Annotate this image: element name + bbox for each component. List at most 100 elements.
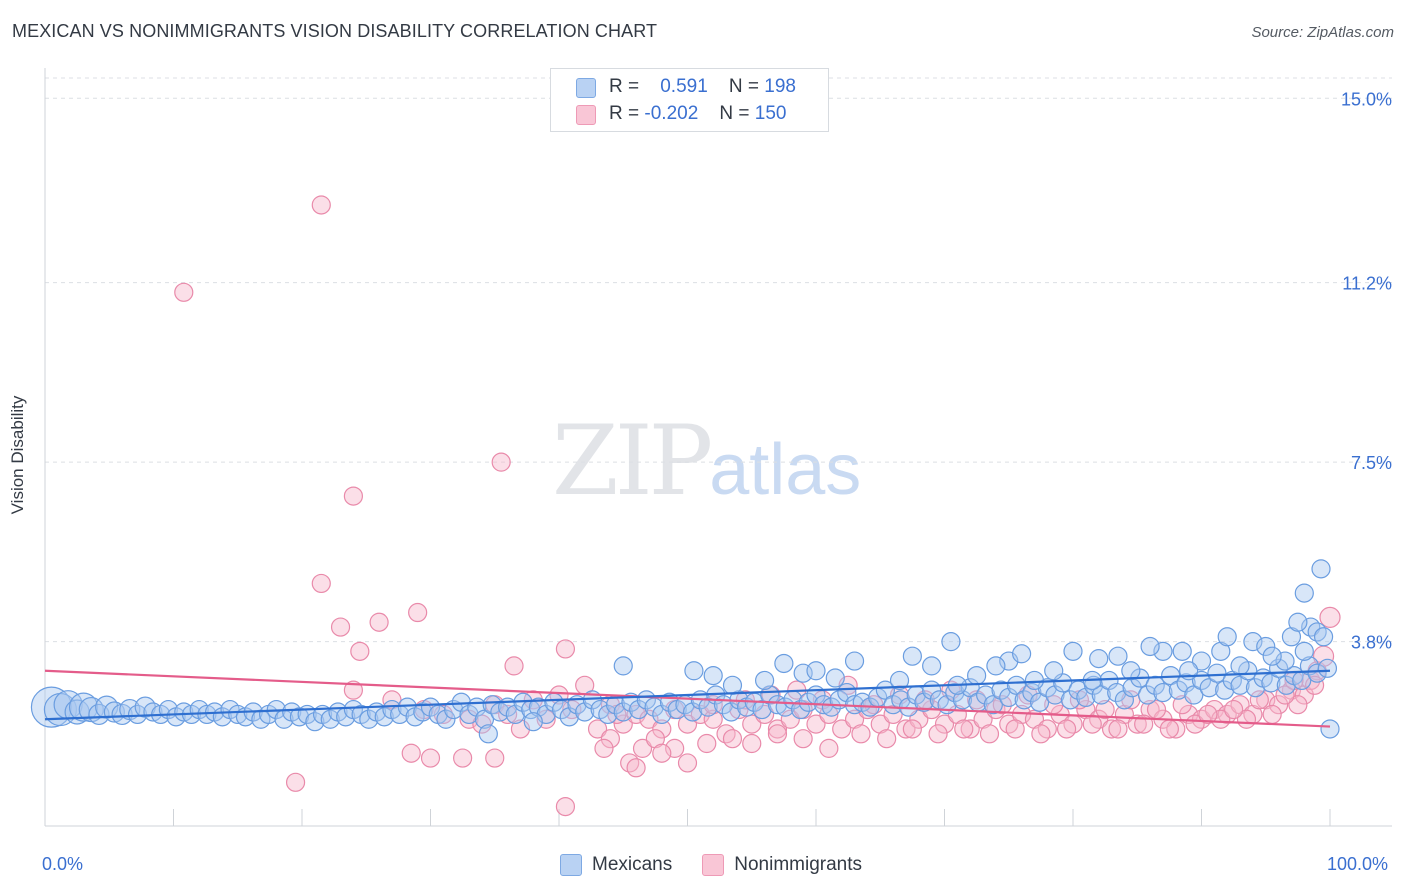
mexicans-point [1137, 685, 1158, 705]
mexicans-point [825, 668, 845, 688]
nonimmigrants-point [767, 719, 788, 739]
mexicans-point [528, 697, 549, 717]
mexicans-point [1172, 641, 1192, 661]
nonimmigrants-point [600, 729, 621, 749]
mexicans-point [320, 709, 340, 729]
mexicans-point [760, 685, 780, 705]
nonimmigrants-point [1005, 719, 1025, 739]
nonimmigrants-point [928, 724, 948, 744]
nonimmigrants-point [652, 743, 672, 763]
mexicans-point [436, 709, 456, 729]
mexicans-point [478, 724, 498, 744]
mexicans-point [999, 687, 1019, 708]
mexicans-point [1024, 670, 1045, 691]
mexicans-point [722, 675, 743, 695]
y-tick-label: 3.8% [1351, 633, 1392, 653]
nonimmigrants-point [767, 724, 788, 744]
mexicans-point [598, 704, 618, 725]
mexicans-point [1108, 646, 1128, 666]
nonimmigrants-point [504, 656, 524, 676]
n-value-mexicans: 198 [764, 76, 796, 97]
mexicans-point [174, 702, 194, 722]
mexicans-point [613, 702, 633, 722]
nonimmigrants-point [665, 738, 685, 758]
mexicans-point [1140, 636, 1160, 657]
nonimmigrants-point [1108, 719, 1128, 739]
mexicans-point [629, 699, 649, 720]
watermark-zip: ZIP [552, 405, 713, 517]
legend-item-mexicans[interactable]: Mexicans [560, 854, 672, 876]
nonimmigrants-point [350, 641, 370, 661]
series-legend: Mexicans Nonimmigrants [560, 852, 892, 878]
legend-label-mexicans: Mexicans [592, 854, 673, 875]
mexicans-point [1168, 680, 1188, 700]
nonimmigrants-point [1198, 704, 1218, 725]
mexicans-point [1311, 559, 1331, 579]
nonimmigrants-point [626, 758, 646, 778]
nonimmigrants-point [806, 714, 826, 734]
mexicans-point [1288, 612, 1308, 632]
nonimmigrants-point [311, 573, 331, 594]
mexicans-point [1176, 673, 1196, 693]
mexicans-point [420, 697, 441, 717]
nonimmigrants-point [420, 748, 441, 768]
nonimmigrants-point [793, 729, 813, 749]
mexicans-point [1011, 644, 1032, 664]
mexicans-trend-line [44, 669, 1331, 721]
mexicans-point [1045, 685, 1065, 705]
nonimmigrants-point [587, 719, 608, 739]
legend-item-nonimmigrants[interactable]: Nonimmigrants [702, 854, 862, 876]
legend-label-nonimmigrants: Nonimmigrants [734, 854, 863, 875]
nonimmigrants-point [1262, 704, 1282, 725]
nonimmigrants-point [819, 738, 839, 758]
nonimmigrants-point [401, 743, 421, 763]
nonimmigrants-point [1056, 719, 1077, 739]
mexicans-point [1262, 646, 1282, 666]
nonimmigrants-point [1249, 690, 1269, 710]
mexicans-point [397, 697, 417, 717]
nonimmigrants-point [690, 704, 710, 725]
y-tick-labels: 3.8% 7.5% 11.2% 15.0% [1341, 89, 1392, 652]
mexicans-point [1191, 651, 1212, 671]
mexicans-point [684, 661, 704, 681]
nonimmigrants-point [954, 719, 974, 739]
stats-legend: R = 0.591 N = 198 R = -0.202 N = 150 [550, 68, 829, 132]
nonimmigrants-point [851, 724, 871, 744]
nonimmigrants-point [1319, 606, 1341, 628]
nonimmigrants-point [1268, 695, 1289, 715]
nonimmigrants-point [285, 772, 306, 792]
mexicans-point [1014, 690, 1034, 710]
nonimmigrants-point [343, 486, 363, 506]
nonimmigrants-point [1275, 685, 1295, 705]
mexicans-point [1294, 583, 1314, 603]
nonimmigrants-point [677, 714, 698, 734]
y-tick-label: 11.2% [1342, 274, 1392, 294]
nonimmigrants-point [652, 719, 672, 739]
mexicans-point [945, 682, 965, 703]
x-tick-label-min: 0.0% [42, 854, 84, 874]
n-label: N = [719, 103, 750, 124]
n-label: N = [728, 76, 760, 97]
mexicans-point [1317, 658, 1338, 678]
mexicans-point [1243, 632, 1263, 652]
mexicans-point [1230, 656, 1250, 676]
nonimmigrants-point [632, 738, 653, 758]
watermark-atlas: atlas [709, 430, 862, 510]
source-credit: Source: ZipAtlas.com [1251, 24, 1394, 41]
nonimmigrants-point [877, 729, 897, 749]
mexicans-point [798, 692, 818, 712]
mexicans-point [1076, 687, 1096, 708]
mexicans-point [991, 680, 1011, 700]
nonimmigrants-point [498, 704, 518, 725]
mexicans-point [68, 692, 99, 722]
nonimmigrants-point [555, 796, 576, 817]
mexicans-point [1153, 682, 1173, 703]
r-value-mexicans: 0.591 [660, 76, 708, 97]
nonimmigrants-point [979, 724, 1000, 744]
mexicans-point [1256, 636, 1276, 657]
x-tick-label-max: 100.0% [1327, 854, 1389, 874]
mexicans-point [683, 702, 703, 722]
mexicans-point [305, 712, 325, 732]
mexicans-point [575, 702, 595, 722]
